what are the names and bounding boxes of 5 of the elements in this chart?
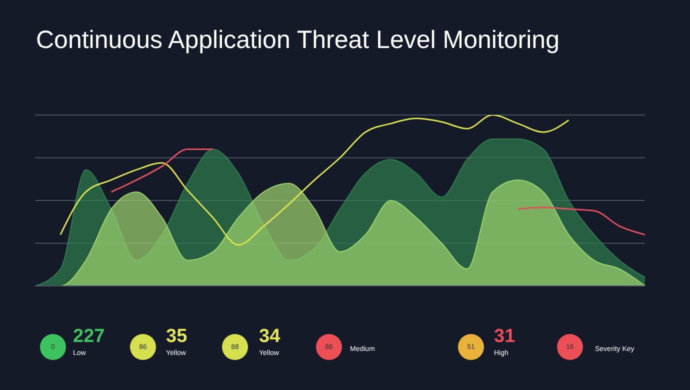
text: 227 [73,326,105,348]
text: 35 [166,326,188,348]
chart-title: Continuous Application Threat Level Monitoring [36,26,560,55]
text: 31 [494,326,516,348]
text: 34 [259,326,280,348]
